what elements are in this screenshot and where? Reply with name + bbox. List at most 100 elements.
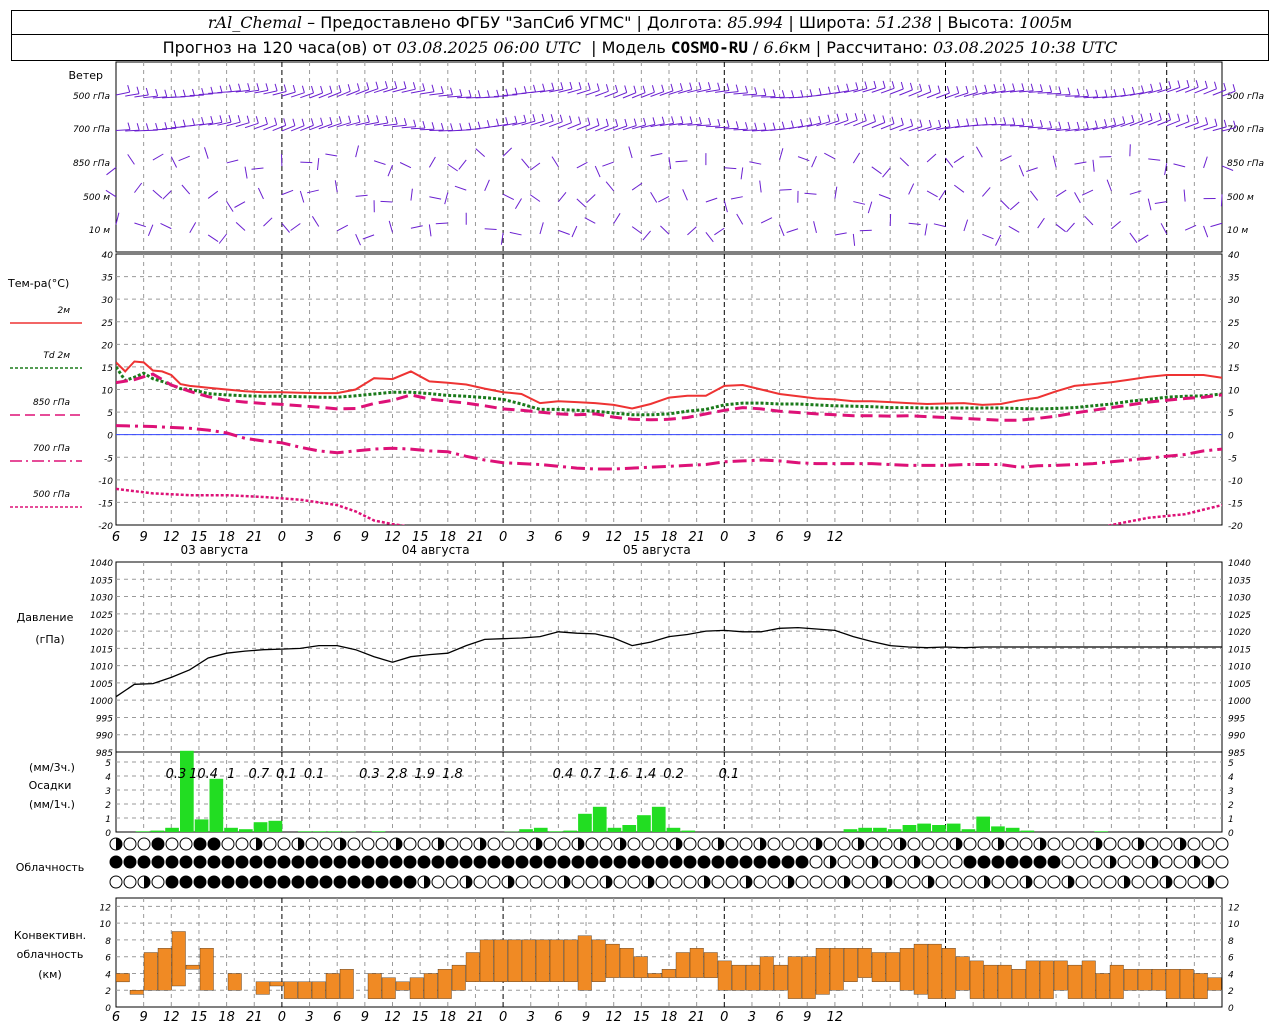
wind-barb	[668, 122, 683, 126]
date-label: 03 августа	[181, 543, 249, 557]
wind-barb	[622, 92, 637, 99]
wind-barb	[180, 95, 195, 98]
wind-barb-flag	[1214, 81, 1217, 89]
conv-bar	[703, 952, 718, 978]
precip-bar	[298, 831, 312, 832]
wind-barb	[975, 146, 983, 158]
cloud-symbol-half	[256, 838, 262, 850]
precip-total: 0.1	[304, 767, 325, 782]
wind-barb-flag	[854, 113, 858, 121]
temp-tick-left: 10	[102, 387, 114, 397]
wind-barb-flag	[1012, 117, 1016, 125]
wind-barb-flag	[1149, 112, 1153, 121]
conv-bar	[773, 964, 788, 991]
cloud-symbol	[179, 855, 193, 869]
cloud-symbol	[893, 855, 907, 869]
wind-barb	[475, 148, 486, 158]
cloud-symbol	[683, 855, 697, 869]
cloud-symbol	[1187, 837, 1201, 851]
wind-barb-flag	[845, 113, 849, 121]
wind-barb	[162, 190, 172, 200]
wind-barb-flag	[642, 85, 646, 93]
wind-barb-flag	[1012, 83, 1016, 91]
wind-barb	[281, 189, 294, 196]
cloud-symbol	[655, 855, 669, 869]
cloud-symbol	[879, 837, 893, 851]
wind-barb-flag	[745, 122, 748, 130]
wind-barb	[1026, 167, 1038, 172]
precip-total: 0.1	[719, 767, 740, 782]
wind-barb-flag	[956, 119, 960, 127]
wind-barb	[797, 124, 812, 129]
wind-barb-flag	[809, 117, 813, 125]
wind-barb	[226, 201, 234, 212]
wind-barb-flag	[1094, 120, 1098, 128]
cloud-symbol	[1103, 837, 1117, 851]
cloud-symbol	[179, 875, 193, 889]
wind-barb	[217, 121, 232, 126]
wind-barb	[178, 155, 190, 162]
wind-barb-flag	[550, 114, 554, 122]
wind-barb	[696, 124, 711, 127]
wind-barb	[207, 234, 219, 243]
cloud-symbol	[865, 837, 879, 851]
conv-bar	[871, 952, 886, 982]
wind-barb	[290, 125, 305, 132]
cloud-symbol	[543, 855, 557, 869]
wind-barb-flag	[477, 90, 481, 98]
cloud-symbol-half	[956, 838, 962, 850]
wind-barb	[373, 122, 388, 126]
cloud-symbol	[207, 875, 221, 889]
wind-barb-flag	[1186, 79, 1190, 88]
cloud-symbol	[529, 855, 543, 869]
cloud-symbol	[571, 875, 585, 889]
pressure-tick-left: 990	[96, 732, 113, 742]
wind-barb	[567, 123, 581, 130]
wind-barb	[963, 219, 969, 232]
wind-barb-flag	[1177, 113, 1181, 121]
cloud-symbol	[109, 875, 123, 889]
cloud-symbol	[837, 855, 851, 869]
cloud-symbol	[347, 855, 361, 869]
wind-barb	[723, 200, 728, 213]
cloud-symbol	[879, 855, 893, 869]
precip-total: 0.7	[580, 767, 601, 782]
wind-barb-flag	[818, 88, 822, 96]
wind-barb	[346, 121, 361, 127]
cloud-symbol	[221, 837, 235, 851]
wind-barb	[484, 228, 497, 230]
wind-barb-flag	[928, 119, 932, 128]
wind-barb	[871, 87, 886, 93]
time-label-bottom: 18	[440, 1010, 457, 1024]
wind-barb-flag	[569, 81, 573, 90]
wind-level-right: 10 м	[1227, 226, 1248, 236]
cloud-symbol-half	[606, 876, 612, 888]
wind-barb-flag	[292, 84, 296, 93]
wind-barb-flag	[1021, 118, 1025, 126]
wind-barb	[337, 90, 351, 98]
wind-barb-flag	[1113, 117, 1117, 126]
time-label-mid: 15	[412, 530, 429, 545]
cloud-symbol	[697, 837, 711, 851]
conv-bar	[479, 939, 494, 982]
cloud-symbol	[781, 837, 795, 851]
temp-tick-right: 30	[1228, 296, 1240, 306]
wind-barb-flag	[791, 90, 795, 98]
conv-bar	[647, 973, 662, 978]
cloud-symbol	[319, 855, 333, 869]
cloud-symbol	[487, 837, 501, 851]
wind-barb-flag	[863, 113, 867, 121]
cloud-symbol	[725, 837, 739, 851]
wind-barb	[539, 222, 544, 235]
wind-barb	[1055, 223, 1066, 233]
conv-bar	[941, 948, 956, 999]
conv-tick-left: 4	[105, 970, 111, 980]
precip-tick-right: 4	[1228, 773, 1234, 783]
precip-bar	[519, 829, 533, 832]
cloud-symbol	[795, 875, 809, 889]
latitude-label: Широта:	[798, 13, 871, 32]
conv-bar	[171, 931, 186, 987]
precip-tick-left: 0	[105, 829, 111, 839]
cloud-symbol-half	[704, 876, 710, 888]
